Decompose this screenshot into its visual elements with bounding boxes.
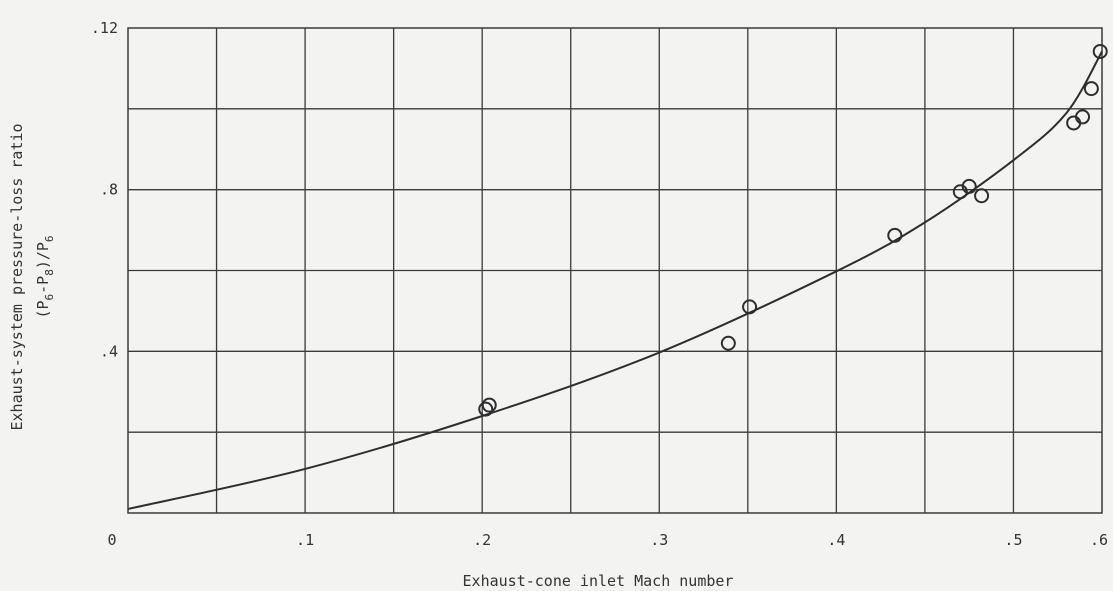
x-tick-label: .6 xyxy=(1090,531,1108,549)
x-axis-label: Exhaust-cone inlet Mach number xyxy=(463,572,734,590)
data-point xyxy=(961,178,977,194)
fit-curve xyxy=(127,50,1103,510)
plot-border xyxy=(127,27,1103,514)
x-tick-label: 0 xyxy=(107,531,116,549)
y-label-part: -P xyxy=(34,276,52,294)
data-point xyxy=(742,299,758,315)
plot-frame xyxy=(127,27,1103,514)
data-point xyxy=(887,227,903,243)
y-tick-labels: .4 .8 .12 xyxy=(91,19,118,360)
fit-curve-line xyxy=(127,50,1103,510)
x-tick-label: .2 xyxy=(473,531,491,549)
data-points xyxy=(478,43,1108,417)
x-tick-label: .1 xyxy=(296,531,314,549)
x-tick-label: .4 xyxy=(827,531,845,549)
y-axis-label-line1: Exhaust-system pressure-loss ratio xyxy=(8,123,26,430)
x-tick-label: .3 xyxy=(650,531,668,549)
data-point xyxy=(720,335,736,351)
y-axis-label-line1-group: Exhaust-system pressure-loss ratio xyxy=(8,123,26,430)
data-point xyxy=(1092,43,1108,59)
data-point xyxy=(974,188,990,204)
data-point xyxy=(1083,81,1099,97)
x-tick-label: .5 xyxy=(1004,531,1022,549)
y-tick-label: .4 xyxy=(100,342,118,360)
y-tick-label: .8 xyxy=(100,181,118,199)
y-axis-label-line2-group: (P6-P8)/P6 xyxy=(34,235,56,318)
data-point xyxy=(481,397,497,413)
grid xyxy=(128,28,1102,513)
y-label-subscript: 8 xyxy=(43,269,56,276)
y-label-part: (P xyxy=(34,300,52,318)
y-label-subscript: 6 xyxy=(43,294,56,301)
y-tick-label: .12 xyxy=(91,19,118,37)
x-tick-labels: 0 .1 .2 .3 .4 .5 .6 xyxy=(107,531,1108,549)
y-axis-label-line2: (P6-P8)/P6 xyxy=(34,235,56,318)
y-label-part: )/P xyxy=(34,242,52,269)
y-label-subscript: 6 xyxy=(43,235,56,242)
data-point xyxy=(478,401,494,417)
data-point xyxy=(1075,109,1091,125)
